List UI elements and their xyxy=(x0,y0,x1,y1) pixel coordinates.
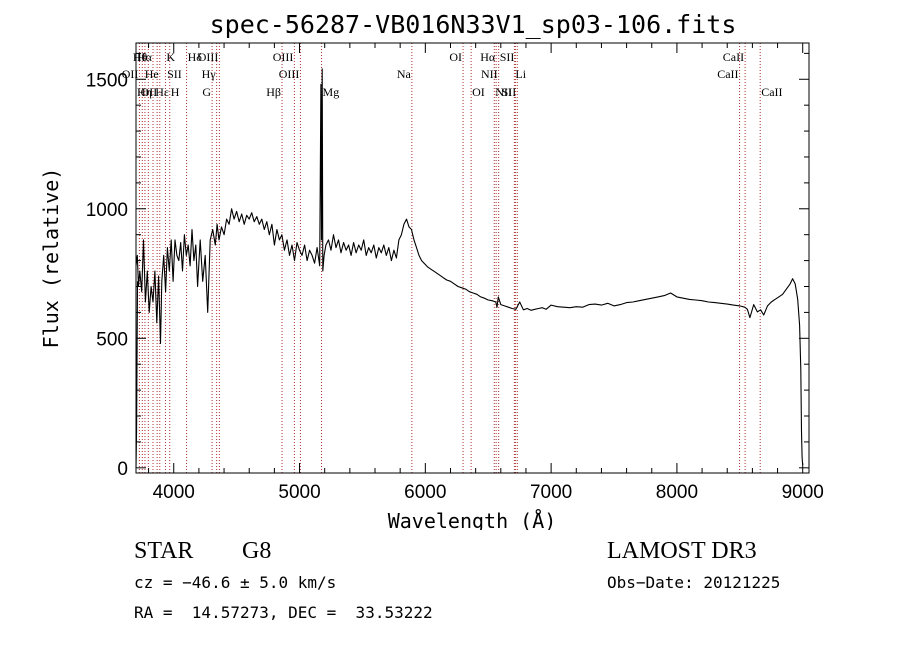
spectral-line-label: Hδ xyxy=(188,50,203,64)
survey-name: LAMOST DR3 xyxy=(607,538,757,564)
object-class: STAR xyxy=(134,538,194,564)
spectral-line-label: Hα xyxy=(137,50,153,64)
x-tick-label: 5000 xyxy=(278,482,320,503)
x-tick-label: 7000 xyxy=(530,482,572,503)
redshift-text: cz = −46.6 ± 5.0 km/s xyxy=(134,573,337,592)
spectral-line-label: H xyxy=(171,85,180,99)
x-tick-label: 6000 xyxy=(404,482,446,503)
spectral-line-label: K xyxy=(166,50,175,64)
spectral-line-label: SII xyxy=(500,50,515,64)
spectral-line-label: Hβ xyxy=(266,85,281,99)
spectral-line-label: OIII xyxy=(273,50,294,64)
spectral-line-label: SII xyxy=(167,67,182,81)
spectral-line-label: OII xyxy=(141,85,158,99)
spectral-line-label: Li xyxy=(515,67,526,81)
y-tick-label: 1500 xyxy=(86,70,128,91)
y-tick-label: 0 xyxy=(117,459,128,480)
spectral-line-label: OII xyxy=(122,67,139,81)
x-axis-ticks: 4000 5000 6000 7000 8000 9000 xyxy=(148,43,824,503)
spectral-line-label: NII xyxy=(495,85,512,99)
y-tick-label: 500 xyxy=(96,329,128,350)
spectral-line-label: Mg xyxy=(323,85,340,99)
y-axis-label: Flux (relative) xyxy=(39,168,63,349)
object-subclass: G8 xyxy=(242,538,272,564)
chart-title: spec-56287-VB016N33V1_sp03-106.fits xyxy=(210,10,737,39)
spectral-line-label: CaII xyxy=(717,67,738,81)
spectral-line-label: NII xyxy=(481,67,498,81)
spectral-line-label: Na xyxy=(397,67,412,81)
spectral-line-label: SII xyxy=(502,85,517,99)
spectral-line-label: OIII xyxy=(279,67,300,81)
y-axis-ticks: 0 500 1000 1500 xyxy=(86,52,809,480)
spectrum-line xyxy=(135,68,804,466)
spectral-line-label: Hε xyxy=(155,85,169,99)
x-tick-label: 8000 xyxy=(656,482,698,503)
spectral-line-label: He xyxy=(145,67,159,81)
spectral-line-label: CaII xyxy=(723,50,744,64)
spectral-line-markers xyxy=(138,43,761,473)
spectral-line-label: Hα xyxy=(480,50,496,64)
spectral-line-label: Hη xyxy=(137,85,152,99)
y-tick-label: 1000 xyxy=(86,200,128,221)
spectral-line-label: G xyxy=(202,85,211,99)
spectral-line-label: Hγ xyxy=(202,67,217,81)
ra-dec-text: RA = 14.57273, DEC = 33.53222 xyxy=(134,603,433,622)
x-tick-label: 9000 xyxy=(782,482,824,503)
obs-date-text: Obs−Date: 20121225 xyxy=(607,573,781,592)
spectral-line-label: OIII xyxy=(198,50,219,64)
spectral-line-label: CaII xyxy=(761,85,782,99)
spectrum-chart: spec-56287-VB016N33V1_sp03-106.fits HθHα… xyxy=(39,10,824,530)
series-layer xyxy=(135,68,804,468)
spectral-line-label: OI xyxy=(449,50,462,64)
x-tick-label: 4000 xyxy=(153,482,195,503)
spectral-line-label: OI xyxy=(472,85,485,99)
x-axis-label: Wavelength (Å) xyxy=(388,509,557,530)
plot-frame xyxy=(135,42,810,474)
